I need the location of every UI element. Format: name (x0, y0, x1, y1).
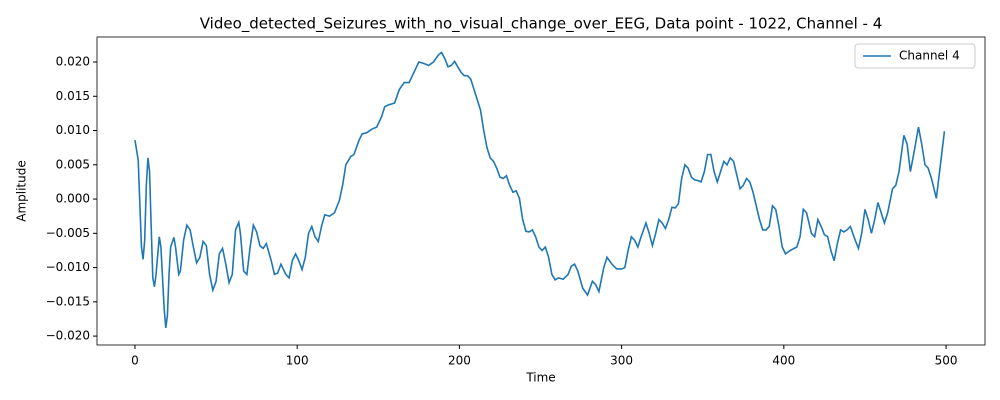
y-tick-label: 0.010 (56, 123, 90, 137)
x-tick-label: 0 (131, 354, 139, 368)
x-tick-label: 200 (448, 354, 471, 368)
legend-label: Channel 4 (899, 49, 960, 63)
x-axis-label: Time (525, 371, 555, 385)
y-tick-label: 0.000 (56, 192, 90, 206)
legend-box (854, 43, 976, 69)
y-tick-label: −0.020 (46, 329, 90, 343)
data-line (134, 51, 946, 328)
y-tick-label: 0.015 (56, 89, 90, 103)
y-tick-label: −0.005 (46, 226, 90, 240)
chart-title: Video_detected_Seizures_with_no_visual_c… (200, 15, 883, 34)
x-tick-label: 400 (772, 354, 795, 368)
plot-frame (96, 36, 986, 346)
y-tick-label: −0.010 (46, 260, 90, 274)
x-tick-label: 500 (935, 354, 958, 368)
y-tick-label: 0.005 (56, 157, 90, 171)
y-axis-label: Amplitude (15, 160, 29, 222)
x-tick-label: 300 (610, 354, 633, 368)
x-tick-label: 100 (286, 354, 309, 368)
y-tick-label: 0.020 (56, 55, 90, 69)
y-tick-label: −0.015 (46, 294, 90, 308)
